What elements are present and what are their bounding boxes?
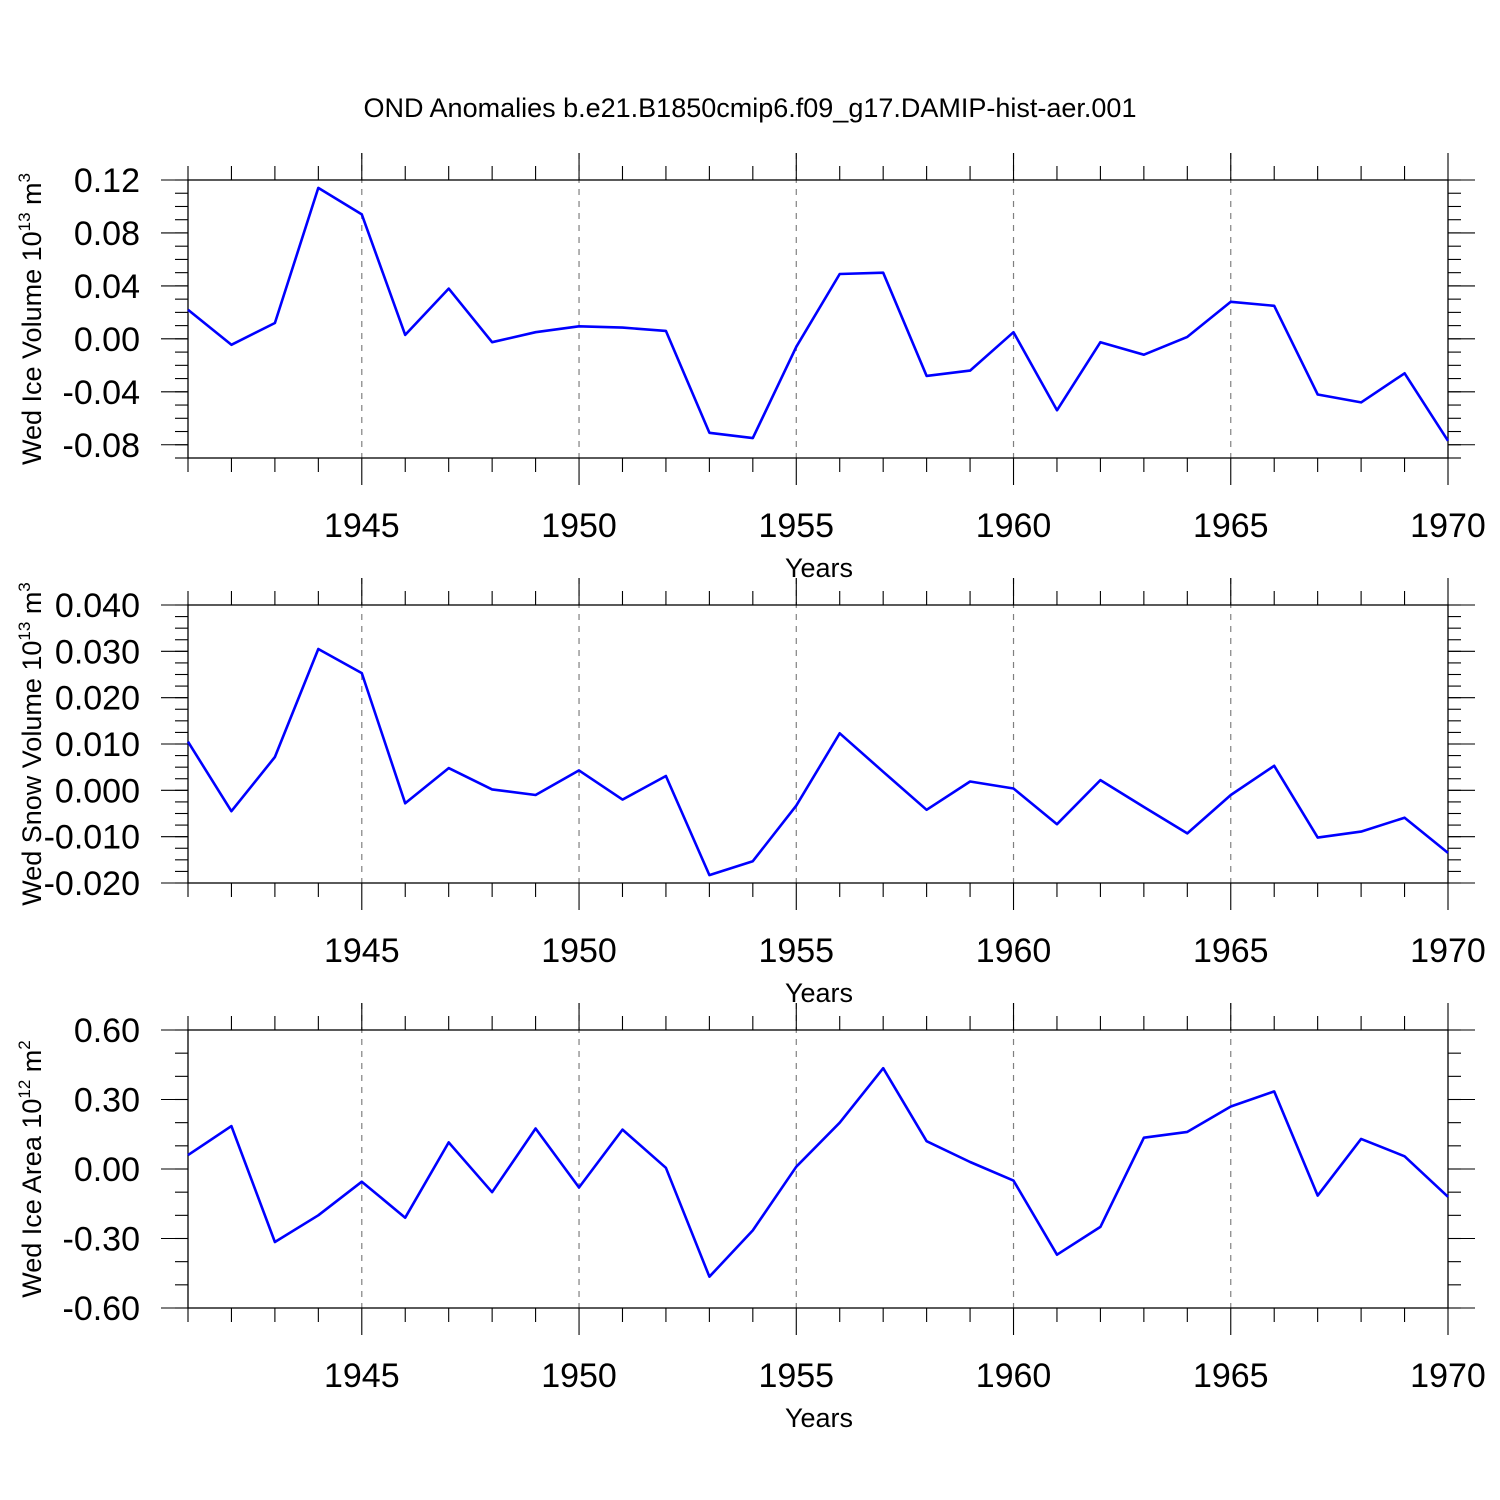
chart-title: OND Anomalies b.e21.B1850cmip6.f09_g17.D… xyxy=(364,93,1137,123)
panel-1: 0.12 0.08 0.04 0.00 -0.04 -0.08 1945 1950 1955 19… xyxy=(15,153,1486,583)
y-tick-label: 0.04 xyxy=(74,268,140,306)
x-axis-label: Years xyxy=(785,978,853,1008)
x-axis-label: Years xyxy=(785,1403,853,1433)
y-tick-label: 0.00 xyxy=(74,321,140,359)
y-tick-label: 0.030 xyxy=(55,633,140,671)
x-tick-label: 1970 xyxy=(1410,507,1486,545)
y-tick-label: 0.12 xyxy=(74,162,140,200)
x-axis-label: Years xyxy=(785,553,853,583)
x-tick-label: 1970 xyxy=(1410,1357,1486,1395)
x-tick-label: 1965 xyxy=(1193,1357,1269,1395)
panel-2: 0.040 0.030 0.020 0.010 0.000 -0.010 -0.020 194… xyxy=(15,578,1486,1008)
y-tick-label: -0.60 xyxy=(63,1290,141,1328)
y-axis-label: Wed Ice Area 1012 m2 xyxy=(15,1040,47,1298)
x-tick-label: 1950 xyxy=(541,507,617,545)
panels: 0.12 0.08 0.04 0.00 -0.04 -0.08 1945 1950 1955 19… xyxy=(15,153,1486,1433)
y-tick-label: 0.020 xyxy=(55,680,140,718)
y-axis-label: Wed Snow Volume 1013 m3 xyxy=(15,582,47,906)
x-tick-label: 1955 xyxy=(758,507,834,545)
y-tick-label: 0.040 xyxy=(55,587,140,625)
x-tick-label: 1945 xyxy=(324,507,400,545)
x-tick-label: 1955 xyxy=(758,932,834,970)
plot-frame xyxy=(187,179,1449,459)
y-tick-label: -0.020 xyxy=(44,865,140,903)
x-tick-label: 1945 xyxy=(324,932,400,970)
x-tick-label: 1970 xyxy=(1410,932,1486,970)
x-tick-label: 1960 xyxy=(976,932,1052,970)
y-tick-label: 0.000 xyxy=(55,772,140,810)
x-tick-label: 1955 xyxy=(758,1357,834,1395)
y-tick-label: -0.010 xyxy=(44,819,140,857)
x-tick-label: 1950 xyxy=(541,1357,617,1395)
series-line xyxy=(186,647,1449,877)
series-line xyxy=(187,1066,1449,1278)
y-tick-label: -0.30 xyxy=(63,1221,141,1259)
x-tick-label: 1945 xyxy=(324,1357,400,1395)
y-tick-label: 0.00 xyxy=(74,1151,140,1189)
y-tick-label: 0.60 xyxy=(74,1012,140,1050)
x-tick-label: 1965 xyxy=(1193,507,1269,545)
plot-frame xyxy=(187,604,1449,884)
y-tick-label: 0.010 xyxy=(55,726,140,764)
y-tick-label: 0.30 xyxy=(74,1082,140,1120)
series-line xyxy=(187,186,1450,442)
panel-3: 0.60 0.30 0.00 -0.30 -0.60 1945 1950 1955 1960 19… xyxy=(15,1003,1486,1433)
x-tick-label: 1960 xyxy=(976,1357,1052,1395)
x-tick-label: 1965 xyxy=(1193,932,1269,970)
plot-frame xyxy=(187,1029,1449,1309)
y-tick-label: -0.04 xyxy=(63,374,141,412)
y-tick-label: 0.08 xyxy=(74,215,140,253)
y-tick-label: -0.08 xyxy=(63,427,141,465)
y-axis-label: Wed Ice Volume 1013 m3 xyxy=(15,173,47,465)
x-tick-label: 1960 xyxy=(976,507,1052,545)
x-tick-label: 1950 xyxy=(541,932,617,970)
